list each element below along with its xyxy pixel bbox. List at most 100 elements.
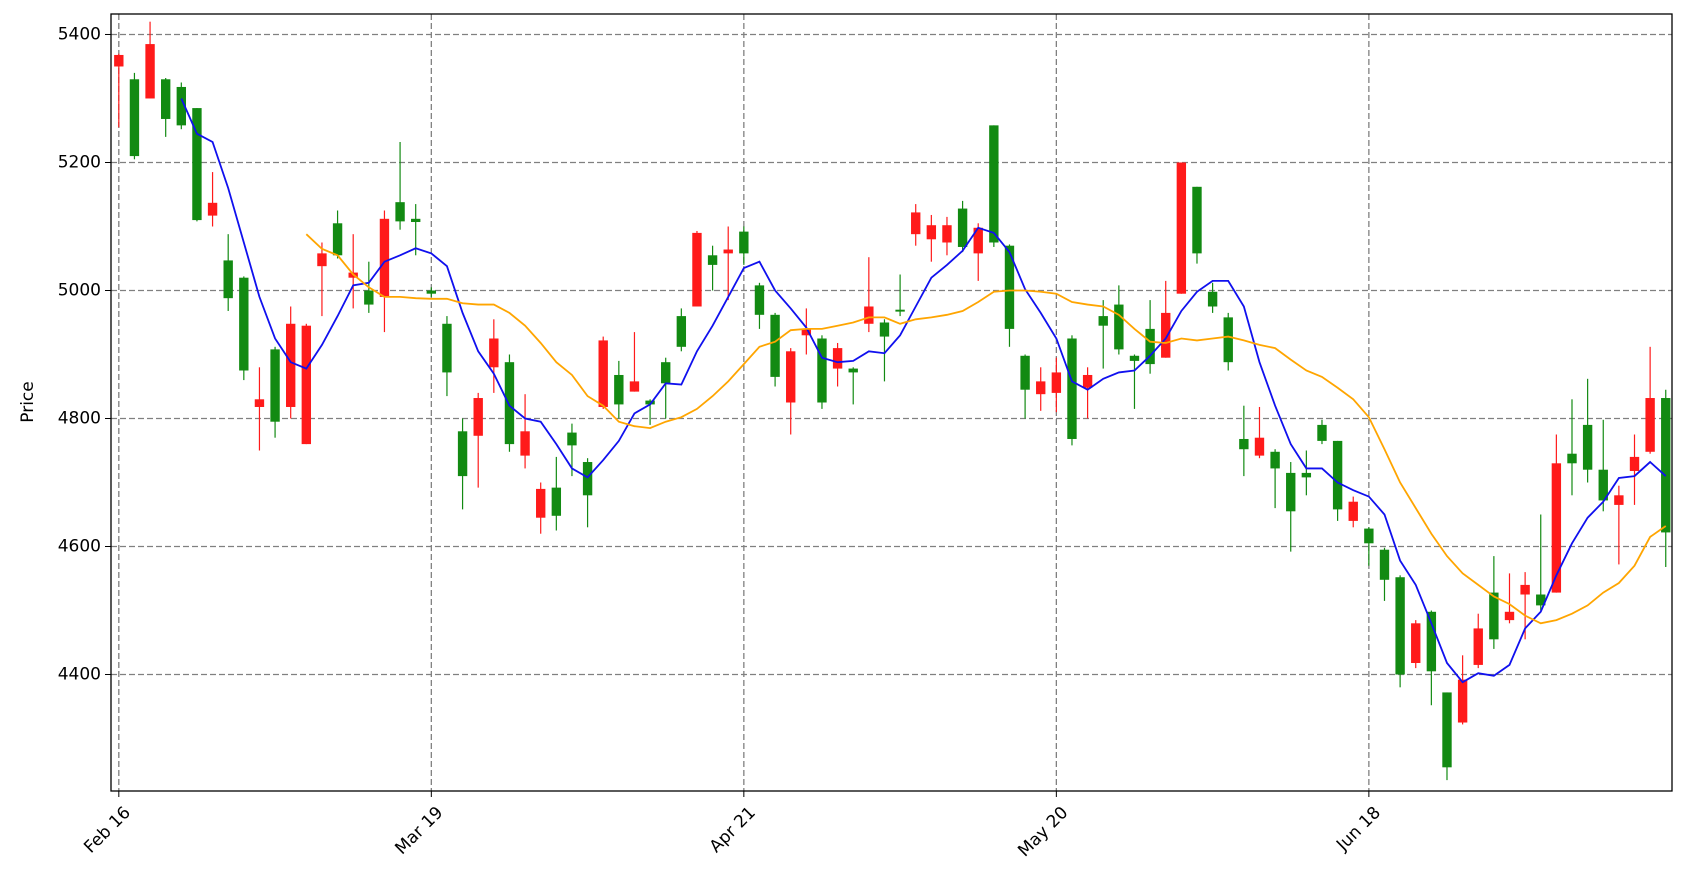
candle-body <box>536 488 546 518</box>
candle-body <box>442 323 452 373</box>
candle-body <box>426 290 437 294</box>
candle-body <box>1223 317 1233 363</box>
candle-body <box>1067 338 1077 439</box>
candle-body <box>473 398 483 436</box>
candle-body <box>723 249 733 254</box>
candle-body <box>942 225 952 243</box>
candle-body <box>864 306 874 324</box>
candle-body <box>801 328 812 336</box>
candle-body <box>598 340 608 407</box>
candle-body <box>1364 528 1374 544</box>
candle-body <box>395 202 405 222</box>
candle-body <box>364 290 374 305</box>
candle-body <box>1614 495 1624 505</box>
candle-body <box>1286 472 1296 512</box>
candle-body <box>1082 374 1093 388</box>
y-tick-label: 5000 <box>58 280 101 300</box>
plot-frame <box>110 13 1673 792</box>
candle-body <box>411 218 421 223</box>
x-tick-label: Jun 18 <box>1332 803 1385 856</box>
candle-body <box>1661 398 1671 533</box>
candle-body <box>770 314 780 377</box>
candle-body <box>754 285 765 315</box>
candle-body <box>957 208 968 247</box>
candle-body <box>739 231 749 254</box>
candle-body <box>1520 584 1530 595</box>
candle-body <box>989 125 999 243</box>
candle-body <box>629 381 640 392</box>
candle-body <box>1145 328 1155 365</box>
candle-body <box>582 462 593 496</box>
candle-body <box>301 325 312 445</box>
candle-body <box>1536 594 1546 606</box>
y-tick-label: 4400 <box>58 665 101 685</box>
candle-body <box>1442 692 1452 768</box>
candle-body <box>286 323 296 407</box>
y-axis-label: Price <box>18 381 38 422</box>
candle-body <box>1567 453 1577 464</box>
candle-body <box>254 399 265 407</box>
y-tick-label: 5400 <box>58 24 101 44</box>
candle-body <box>911 212 921 235</box>
candle-body <box>645 400 655 405</box>
candle-body <box>161 79 171 119</box>
candle-body <box>1473 628 1483 665</box>
y-tick-label: 5200 <box>58 152 101 172</box>
candle-body <box>520 431 530 456</box>
candle-body <box>926 225 937 240</box>
x-tick-label: May 20 <box>1014 803 1072 861</box>
candle-body <box>848 368 858 373</box>
candle-body <box>129 79 140 157</box>
candle-body <box>114 54 124 67</box>
candle-body <box>1098 316 1108 326</box>
candle-body <box>1239 438 1249 450</box>
candle-body <box>1645 398 1655 452</box>
y-tick-label: 4600 <box>58 537 101 557</box>
x-tick-label: Apr 21 <box>706 803 760 857</box>
candle-body <box>1129 355 1140 361</box>
candle-body <box>1395 577 1405 675</box>
candle-body <box>1004 245 1015 329</box>
candle-body <box>1457 679 1468 723</box>
candle-body <box>817 338 827 403</box>
candle-body <box>1207 291 1218 307</box>
candle-body <box>1551 463 1562 593</box>
candle-body <box>1348 501 1358 521</box>
candle-body <box>239 277 249 371</box>
candle-body <box>379 218 390 297</box>
candle-body <box>1582 424 1593 470</box>
candle-body <box>207 202 218 216</box>
candle-body <box>567 432 577 446</box>
candle-body <box>1332 440 1343 510</box>
candle-body <box>1161 312 1171 358</box>
candle-body <box>1270 451 1280 469</box>
candle-body <box>332 223 343 256</box>
candle-body <box>1036 381 1046 395</box>
candle-body <box>973 227 983 254</box>
candle-body <box>457 431 468 477</box>
y-tick-label: 4800 <box>58 409 101 429</box>
moving-average-line <box>305 233 1667 625</box>
candle-body <box>832 348 843 369</box>
candle-body <box>489 338 499 368</box>
candle-body <box>317 253 327 267</box>
moving-average-line <box>180 98 1667 684</box>
candle-body <box>692 232 702 307</box>
candle-body <box>1020 355 1030 390</box>
candle-body <box>270 349 280 422</box>
candle-body <box>614 374 624 405</box>
candle-body <box>676 316 687 347</box>
candle-body <box>879 322 890 337</box>
candle-body <box>176 86 187 126</box>
candle-body <box>1176 162 1187 294</box>
x-tick-label: Feb 16 <box>80 803 135 858</box>
candle-body <box>145 44 155 99</box>
candle-body <box>786 351 796 403</box>
candle-body <box>1489 592 1499 640</box>
candle-body <box>895 309 905 312</box>
candle-body <box>504 362 515 445</box>
candle-body <box>1504 611 1515 621</box>
candle-body <box>1114 304 1124 350</box>
candle-body <box>223 260 233 299</box>
